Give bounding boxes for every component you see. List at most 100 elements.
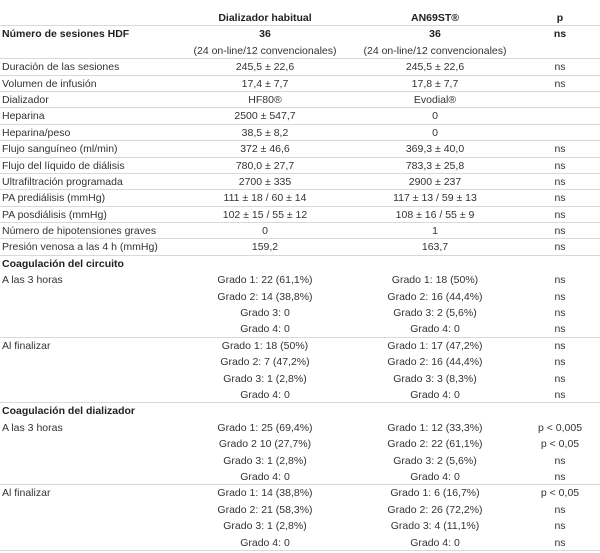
table-cell: Grado 3: 2 (5,6%): [393, 307, 477, 320]
table-cell: Grado 1: 18 (50%): [391, 274, 479, 287]
table-cell: 38,5 ± 8,2: [241, 126, 289, 139]
table-cell: 783,3 ± 25,8: [405, 159, 465, 172]
table-cell: Dializador habitual: [218, 12, 312, 24]
table-cell: ns: [554, 208, 566, 221]
table-cell: PA prediálisis (mmHg): [2, 192, 106, 205]
table-row: Al finalizar Grado 1: 18 (50%) Grado 1: 17…: [0, 338, 600, 354]
table-cell: Grado 1: 17 (47,2%): [387, 339, 483, 352]
table-row: Flujo del líquido de diálisis 780,0 ± 27,…: [0, 158, 600, 174]
table-cell: Grado 2: 14 (38,8%): [217, 290, 313, 303]
table-cell: Grado 2: 16 (44,4%): [387, 356, 483, 369]
table-cell: Grado 2: 16 (44,4%): [387, 290, 483, 303]
table-cell: Flujo sanguíneo (ml/min): [2, 143, 118, 156]
table-cell: Grado 2: 7 (47,2%): [220, 356, 310, 369]
table-row: Dializador HF80® Evodial®: [0, 92, 600, 109]
table-cell: Al finalizar: [2, 487, 51, 500]
table-cell: ns: [554, 339, 566, 352]
table-cell: Grado 3: 4 (11,1%): [390, 520, 480, 533]
table-row: PA posdiálisis (mmHg) 102 ± 15 / 55 ± 12 1…: [0, 207, 600, 224]
table-cell: 245,5 ± 22,6: [405, 61, 465, 74]
table-row: Presión venosa a las 4 h (mmHg) 159,2 163,…: [0, 239, 600, 256]
table-row: (24 on-line/12 convencionales) (24 on-lin…: [0, 43, 600, 60]
table-cell: ns: [554, 520, 566, 533]
table-row: Duración de las sesiones 245,5 ± 22,6 245,…: [0, 59, 600, 76]
table-cell: ns: [554, 503, 566, 516]
table-row: Flujo sanguíneo (ml/min) 372 ± 46,6 369,3 …: [0, 141, 600, 158]
table-cell: Grado 4: 0: [410, 536, 460, 549]
table-cell: Volumen de infusión: [2, 77, 97, 90]
table-cell: Grado 4: 0: [410, 470, 460, 483]
table-cell: Al finalizar: [2, 339, 51, 352]
table-cell: ns: [554, 536, 566, 549]
table-cell: Grado 4: 0: [240, 323, 290, 336]
table-cell: ns: [554, 77, 566, 90]
table-cell: 159,2: [251, 241, 279, 254]
table-cell: Coagulación del circuito: [2, 257, 124, 270]
table-row: Grado 4: 0 Grado 4: 0 ns: [0, 469, 600, 486]
table-cell: Grado 3: 2 (5,6%): [393, 454, 477, 467]
table-cell: Grado 4: 0: [240, 470, 290, 483]
table-cell: 17,8 ± 7,7: [411, 77, 459, 90]
table-cell: Heparina: [2, 110, 45, 123]
table-row: Heparina 2500 ± 547,7 0: [0, 108, 600, 125]
table-cell: 117 ± 13 / 59 ± 13: [393, 192, 477, 205]
table-cell: 36: [259, 28, 271, 41]
table-row: Coagulación del circuito: [0, 256, 600, 272]
table-cell: Coagulación del dializador: [2, 405, 136, 418]
table-cell: ns: [554, 388, 566, 401]
table-cell: 111 ± 18 / 60 ± 14: [223, 192, 307, 205]
table-cell: ns: [554, 175, 566, 188]
table-row: Volumen de infusión 17,4 ± 7,7 17,8 ± 7,7 n…: [0, 76, 600, 92]
table-row: Ultrafiltración programada 2700 ± 335 2900…: [0, 174, 600, 191]
table-cell: 36: [429, 28, 441, 41]
table-cell: Evodial®: [413, 93, 457, 106]
table-cell: 369,3 ± 40,0: [405, 143, 465, 156]
table-cell: p < 0,05: [540, 438, 580, 451]
table-cell: 2700 ± 335: [238, 175, 292, 188]
table-cell: Grado 4: 0: [240, 536, 290, 549]
table-cell: ns: [554, 454, 566, 467]
table-cell: ns: [554, 274, 566, 287]
table-row: Grado 4: 0 Grado 4: 0 ns: [0, 535, 600, 551]
table-cell: ns: [554, 356, 566, 369]
table-cell: ns: [554, 61, 566, 74]
table-cell: ns: [554, 192, 566, 205]
table-cell: 372 ± 46,6: [240, 143, 290, 156]
table-cell: 0: [432, 110, 438, 123]
table-cell: ns: [554, 307, 566, 320]
table-cell: Grado 1: 14 (38,8%): [217, 487, 313, 500]
table-row: Grado 2: 7 (47,2%) Grado 2: 16 (44,4%) ns: [0, 354, 600, 370]
table-cell: ns: [554, 225, 566, 238]
table-cell: p < 0,05: [540, 487, 580, 500]
table-cell: ns: [554, 323, 566, 336]
table-cell: Heparina/peso: [2, 126, 71, 139]
table-row: Número de sesiones HDF 36 36 ns: [0, 26, 600, 42]
table-cell: Ultrafiltración programada: [2, 175, 123, 188]
table-cell: 0: [262, 225, 268, 238]
table-cell: ns: [554, 143, 566, 156]
table-cell: PA posdiálisis (mmHg): [2, 208, 107, 221]
table-row: Grado 3: 1 (2,8%) Grado 3: 3 (8,3%) ns: [0, 371, 600, 387]
table-row: Al finalizar Grado 1: 14 (38,8%) Grado 1: …: [0, 485, 600, 501]
table-cell: Grado 2: 21 (58,3%): [217, 503, 313, 516]
table-row: Grado 3: 1 (2,8%) Grado 3: 4 (11,1%) ns: [0, 518, 600, 534]
table-cell: ns: [554, 159, 566, 172]
table-cell: ns: [554, 241, 566, 254]
table-cell: A las 3 horas: [2, 421, 63, 434]
table-cell: Grado 2 10 (27,7%): [218, 438, 312, 451]
table-row: Grado 2 10 (27,7%) Grado 2: 22 (61,1%) p <…: [0, 436, 600, 452]
table-cell: Grado 3: 1 (2,8%): [223, 372, 307, 385]
table-cell: Grado 3: 1 (2,8%): [223, 454, 307, 467]
table-cell: 0: [432, 126, 438, 139]
table-cell: Grado 4: 0: [240, 388, 290, 401]
table-cell: 2900 ± 237: [408, 175, 462, 188]
table-cell: (24 on-line/12 convencionales): [193, 44, 337, 57]
table: Dializador habitual AN69ST® p Número de ses…: [0, 10, 600, 551]
table-row: Grado 2: 21 (58,3%) Grado 2: 26 (72,2%) ns: [0, 502, 600, 518]
table-cell: Dializador: [2, 93, 49, 106]
table-cell: HF80®: [248, 93, 282, 106]
table-cell: Grado 4: 0: [410, 388, 460, 401]
table-cell: Grado 2: 26 (72,2%): [387, 503, 483, 516]
table-cell: 108 ± 16 / 55 ± 9: [395, 208, 475, 221]
